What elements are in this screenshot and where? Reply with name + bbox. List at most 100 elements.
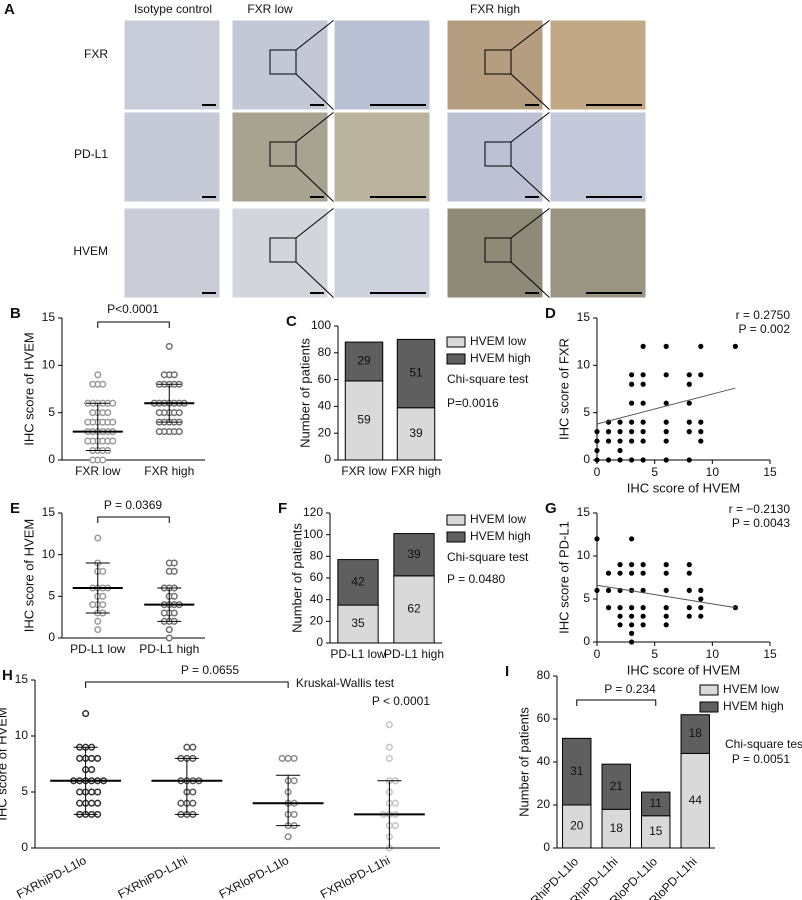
data-point xyxy=(617,562,623,568)
data-point xyxy=(104,409,112,417)
data-point xyxy=(629,400,635,406)
bar-segment xyxy=(601,808,631,849)
bar-value-label: 44 xyxy=(689,793,703,807)
bar-segment xyxy=(680,752,710,849)
significance-bracket xyxy=(576,699,657,706)
annotation: P = 0.0051 xyxy=(732,752,790,766)
data-point xyxy=(94,534,102,542)
bar-value-label: 62 xyxy=(407,602,421,616)
data-point xyxy=(640,400,646,406)
data-point xyxy=(605,457,612,463)
fit-line xyxy=(596,387,736,425)
data-point xyxy=(617,605,623,611)
bar-value-label: 18 xyxy=(610,821,624,835)
data-point xyxy=(640,429,646,435)
data-point xyxy=(732,343,739,349)
bar-value-label: 18 xyxy=(689,726,703,740)
data-point xyxy=(94,371,102,379)
data-point xyxy=(94,617,102,625)
data-point xyxy=(170,559,178,567)
significance-bracket xyxy=(85,681,289,688)
zoom-line xyxy=(295,207,335,239)
panel-letter: A xyxy=(4,1,15,18)
data-point xyxy=(640,587,646,594)
data-point xyxy=(99,601,107,609)
data-point xyxy=(170,567,178,575)
data-point xyxy=(629,429,635,435)
data-point xyxy=(686,587,692,594)
annotation: P < 0.0001 xyxy=(372,694,430,708)
y-axis-label: IHC score of HVEM xyxy=(21,519,36,632)
column-label: Isotype control xyxy=(134,2,212,16)
y-axis-label: IHC score of FXR xyxy=(556,338,571,440)
annotation: Chi-square test xyxy=(725,737,802,751)
data-point xyxy=(89,601,97,609)
y-tick-label: 0 xyxy=(21,840,28,854)
data-point xyxy=(284,754,292,762)
data-point xyxy=(605,605,612,611)
y-tick-label: 0 xyxy=(543,840,550,854)
row-label: HVEM xyxy=(73,244,108,258)
data-point xyxy=(284,833,292,841)
y-tick-label: 20 xyxy=(537,797,551,811)
data-point xyxy=(385,721,393,729)
y-tick-label: 40 xyxy=(318,399,332,413)
data-point xyxy=(109,418,117,426)
data-point xyxy=(109,399,117,407)
zoom-line xyxy=(295,165,335,203)
zoom-line xyxy=(510,207,551,239)
data-point xyxy=(698,343,704,349)
data-point xyxy=(617,429,623,435)
data-point xyxy=(629,536,635,542)
x-tick-label: FXR high xyxy=(144,464,194,478)
data-point xyxy=(594,429,600,435)
zoom-box xyxy=(484,237,512,263)
bar-value-label: 11 xyxy=(650,796,663,810)
zoom-box xyxy=(484,141,512,167)
annotation: Chi-square test xyxy=(447,372,529,386)
bar-value-label: 21 xyxy=(610,779,624,793)
data-point xyxy=(605,570,612,576)
zoom-box xyxy=(269,49,297,75)
data-point xyxy=(663,438,669,444)
micrograph xyxy=(549,111,647,203)
bar-segment xyxy=(344,341,384,382)
x-tick-label: 0 xyxy=(594,647,601,661)
panel-letter: F xyxy=(278,500,287,517)
data-point xyxy=(99,592,107,600)
y-tick-label: 0 xyxy=(48,452,55,466)
data-point xyxy=(686,381,692,387)
significance-bracket xyxy=(97,516,170,523)
zoom-line xyxy=(510,261,551,299)
data-point xyxy=(617,622,623,628)
data-point xyxy=(663,343,669,349)
row-label: PD-L1 xyxy=(74,147,108,161)
data-point xyxy=(640,419,646,425)
y-axis-label: IHC score of PD-L1 xyxy=(556,521,571,634)
data-point xyxy=(629,613,635,619)
data-point xyxy=(663,613,669,619)
data-point xyxy=(189,799,197,807)
bar-segment xyxy=(337,604,379,644)
y-tick-label: 15 xyxy=(577,505,591,519)
data-point xyxy=(170,609,178,617)
data-point xyxy=(76,799,84,807)
data-point xyxy=(629,605,635,611)
micrograph xyxy=(231,19,329,111)
y-tick-label: 5 xyxy=(583,405,590,419)
legend-swatch xyxy=(699,701,719,713)
data-point xyxy=(663,419,669,425)
data-point xyxy=(290,777,298,785)
data-point xyxy=(109,437,117,445)
data-point xyxy=(76,754,84,762)
micrograph xyxy=(446,19,544,111)
micrograph xyxy=(446,207,544,299)
data-point xyxy=(686,613,692,619)
bar-value-label: 39 xyxy=(407,547,421,561)
zoom-line xyxy=(510,111,551,143)
bar-segment xyxy=(396,338,436,409)
panel-letter: I xyxy=(505,663,509,680)
data-point xyxy=(594,457,600,463)
significance-bracket xyxy=(97,321,170,328)
zoom-line xyxy=(295,111,335,143)
